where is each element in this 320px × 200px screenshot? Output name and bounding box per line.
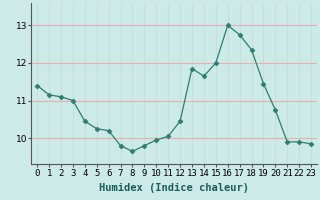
X-axis label: Humidex (Indice chaleur): Humidex (Indice chaleur) [99, 183, 249, 193]
